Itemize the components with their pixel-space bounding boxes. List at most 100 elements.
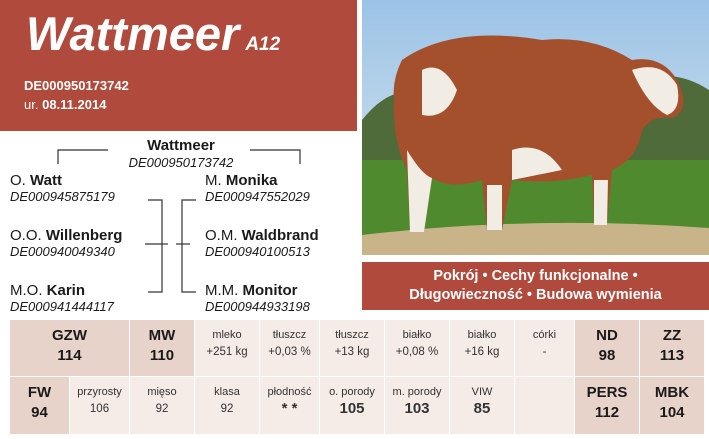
table-cell: ZZ 113 — [640, 320, 705, 376]
ancestor-name: M.O. Karin — [10, 282, 85, 299]
cell-value: 94 — [10, 404, 69, 421]
table-cell: płodność * * — [260, 377, 320, 434]
ancestor-id: DE000944933198 — [205, 299, 310, 314]
ancestor-name: M.M. Monitor — [205, 282, 297, 299]
traits-line: Długowieczność • Budowa wymienia — [362, 286, 709, 305]
table-cell: mleko +251 kg — [195, 320, 260, 376]
birth-date: 08.11.2014 — [42, 97, 106, 112]
cell-value: 112 — [575, 404, 639, 421]
cell-value: 104 — [640, 404, 704, 421]
header-panel: Wattmeer A12 DE000950173742 ur. 08.11.201… — [0, 0, 357, 131]
cell-value: 113 — [640, 347, 704, 364]
traits-panel: Pokrój • Cechy funkcjonalne • Długowiecz… — [362, 262, 709, 310]
cell-value: - — [515, 346, 574, 358]
ancestor-relation: M. — [205, 172, 222, 189]
cell-label: ZZ — [640, 327, 704, 344]
ancestor-name: O.O. Willenberg — [10, 227, 122, 244]
cell-label: PERS — [575, 384, 639, 401]
cell-label: m. porody — [385, 386, 449, 398]
cell-label: tłuszcz — [260, 329, 319, 341]
table-cell: m. porody 103 — [385, 377, 450, 434]
cell-label: córki — [515, 329, 574, 341]
table-cell: córki - — [515, 320, 575, 376]
cell-label: MW — [130, 327, 194, 344]
cell-value: 98 — [575, 347, 639, 364]
ancestor-relation: O.M. — [205, 227, 238, 244]
cell-label: przyrosty — [70, 386, 129, 398]
table-cell: białko +16 kg — [450, 320, 515, 376]
cell-value: 103 — [385, 400, 449, 417]
cell-label: ND — [575, 327, 639, 344]
cell-label: VIW — [450, 386, 514, 398]
ancestor-name: O.M. Waldbrand — [205, 227, 319, 244]
cell-label: GZW — [10, 327, 129, 344]
ancestor-id: DE000941444117 — [10, 299, 114, 314]
table-cell: mięso 92 — [130, 377, 195, 434]
table-cell: tłuszcz +0,03 % — [260, 320, 320, 376]
ancestor-id: DE000940049340 — [10, 244, 115, 259]
cell-label: tłuszcz — [320, 329, 384, 341]
ancestor-bull: Willenberg — [46, 227, 123, 244]
cell-value: 114 — [10, 347, 129, 364]
cell-value: 92 — [130, 403, 194, 415]
cell-label: płodność — [260, 386, 319, 398]
cell-value: 110 — [130, 347, 194, 364]
cell-label: mleko — [195, 329, 259, 341]
ancestor-bull: Monika — [226, 172, 278, 189]
table-cell: o. porody 105 — [320, 377, 385, 434]
ancestor-bull: Karin — [47, 282, 85, 299]
ancestor-name: O. Watt — [10, 172, 62, 189]
table-cell: klasa 92 — [195, 377, 260, 434]
table-cell: białko +0,08 % — [385, 320, 450, 376]
cell-value: +0,08 % — [385, 346, 449, 358]
cell-value: +16 kg — [450, 346, 514, 358]
table-cell: VIW 85 — [450, 377, 515, 434]
table-cell: GZW 114 — [10, 320, 130, 376]
cell-label: mięso — [130, 386, 194, 398]
catalog-card: Wattmeer A12 DE000950173742 ur. 08.11.201… — [0, 0, 709, 439]
ancestor-relation: M.O. — [10, 282, 43, 299]
photo — [362, 0, 709, 255]
table-cell: ND 98 — [575, 320, 640, 376]
ancestor-name: M. Monika — [205, 172, 278, 189]
cell-value: +251 kg — [195, 346, 259, 358]
cell-value: 106 — [70, 403, 129, 415]
cell-value: +13 kg — [320, 346, 384, 358]
birth: ur. 08.11.2014 — [24, 97, 106, 112]
cell-value: * * — [260, 400, 319, 417]
ancestor-bull: Waldbrand — [242, 227, 319, 244]
table-cell: tłuszcz +13 kg — [320, 320, 385, 376]
birth-prefix: ur. — [24, 97, 38, 112]
ancestor-bull: Monitor — [243, 282, 298, 299]
cell-value: +0,03 % — [260, 346, 319, 358]
cell-label: FW — [10, 384, 69, 401]
cell-value: 92 — [195, 403, 259, 415]
cell-value: 105 — [320, 400, 384, 417]
bull-id: DE000950173742 — [24, 78, 129, 93]
cell-value: 85 — [450, 400, 514, 417]
cell-label: białko — [385, 329, 449, 341]
ancestor-relation: O.O. — [10, 227, 42, 244]
animal-name: Wattmeer — [0, 137, 362, 154]
ancestor-relation: O. — [10, 172, 26, 189]
ancestor-relation: M.M. — [205, 282, 238, 299]
ancestor-bull: Watt — [30, 172, 62, 189]
cell-label: MBK — [640, 384, 704, 401]
table-cell: PERS 112 — [575, 377, 640, 434]
table-cell: MBK 104 — [640, 377, 705, 434]
table-cell: MW 110 — [130, 320, 195, 376]
bull-name: Wattmeer — [26, 7, 239, 60]
table-cell: FW 94 — [10, 377, 70, 434]
ancestor-id: DE000940100513 — [205, 244, 310, 259]
title-suffix: A12 — [245, 34, 280, 55]
ancestor-id: DE000945875179 — [10, 189, 115, 204]
table-cell: przyrosty 106 — [70, 377, 130, 434]
cell-label: o. porody — [320, 386, 384, 398]
ancestor-id: DE000947552029 — [205, 189, 310, 204]
table-cell — [515, 377, 575, 434]
title: Wattmeer A12 — [26, 6, 280, 61]
cell-label: klasa — [195, 386, 259, 398]
animal-id: DE000950173742 — [0, 155, 362, 170]
cell-label: białko — [450, 329, 514, 341]
traits-line: Pokrój • Cechy funkcjonalne • — [362, 267, 709, 286]
